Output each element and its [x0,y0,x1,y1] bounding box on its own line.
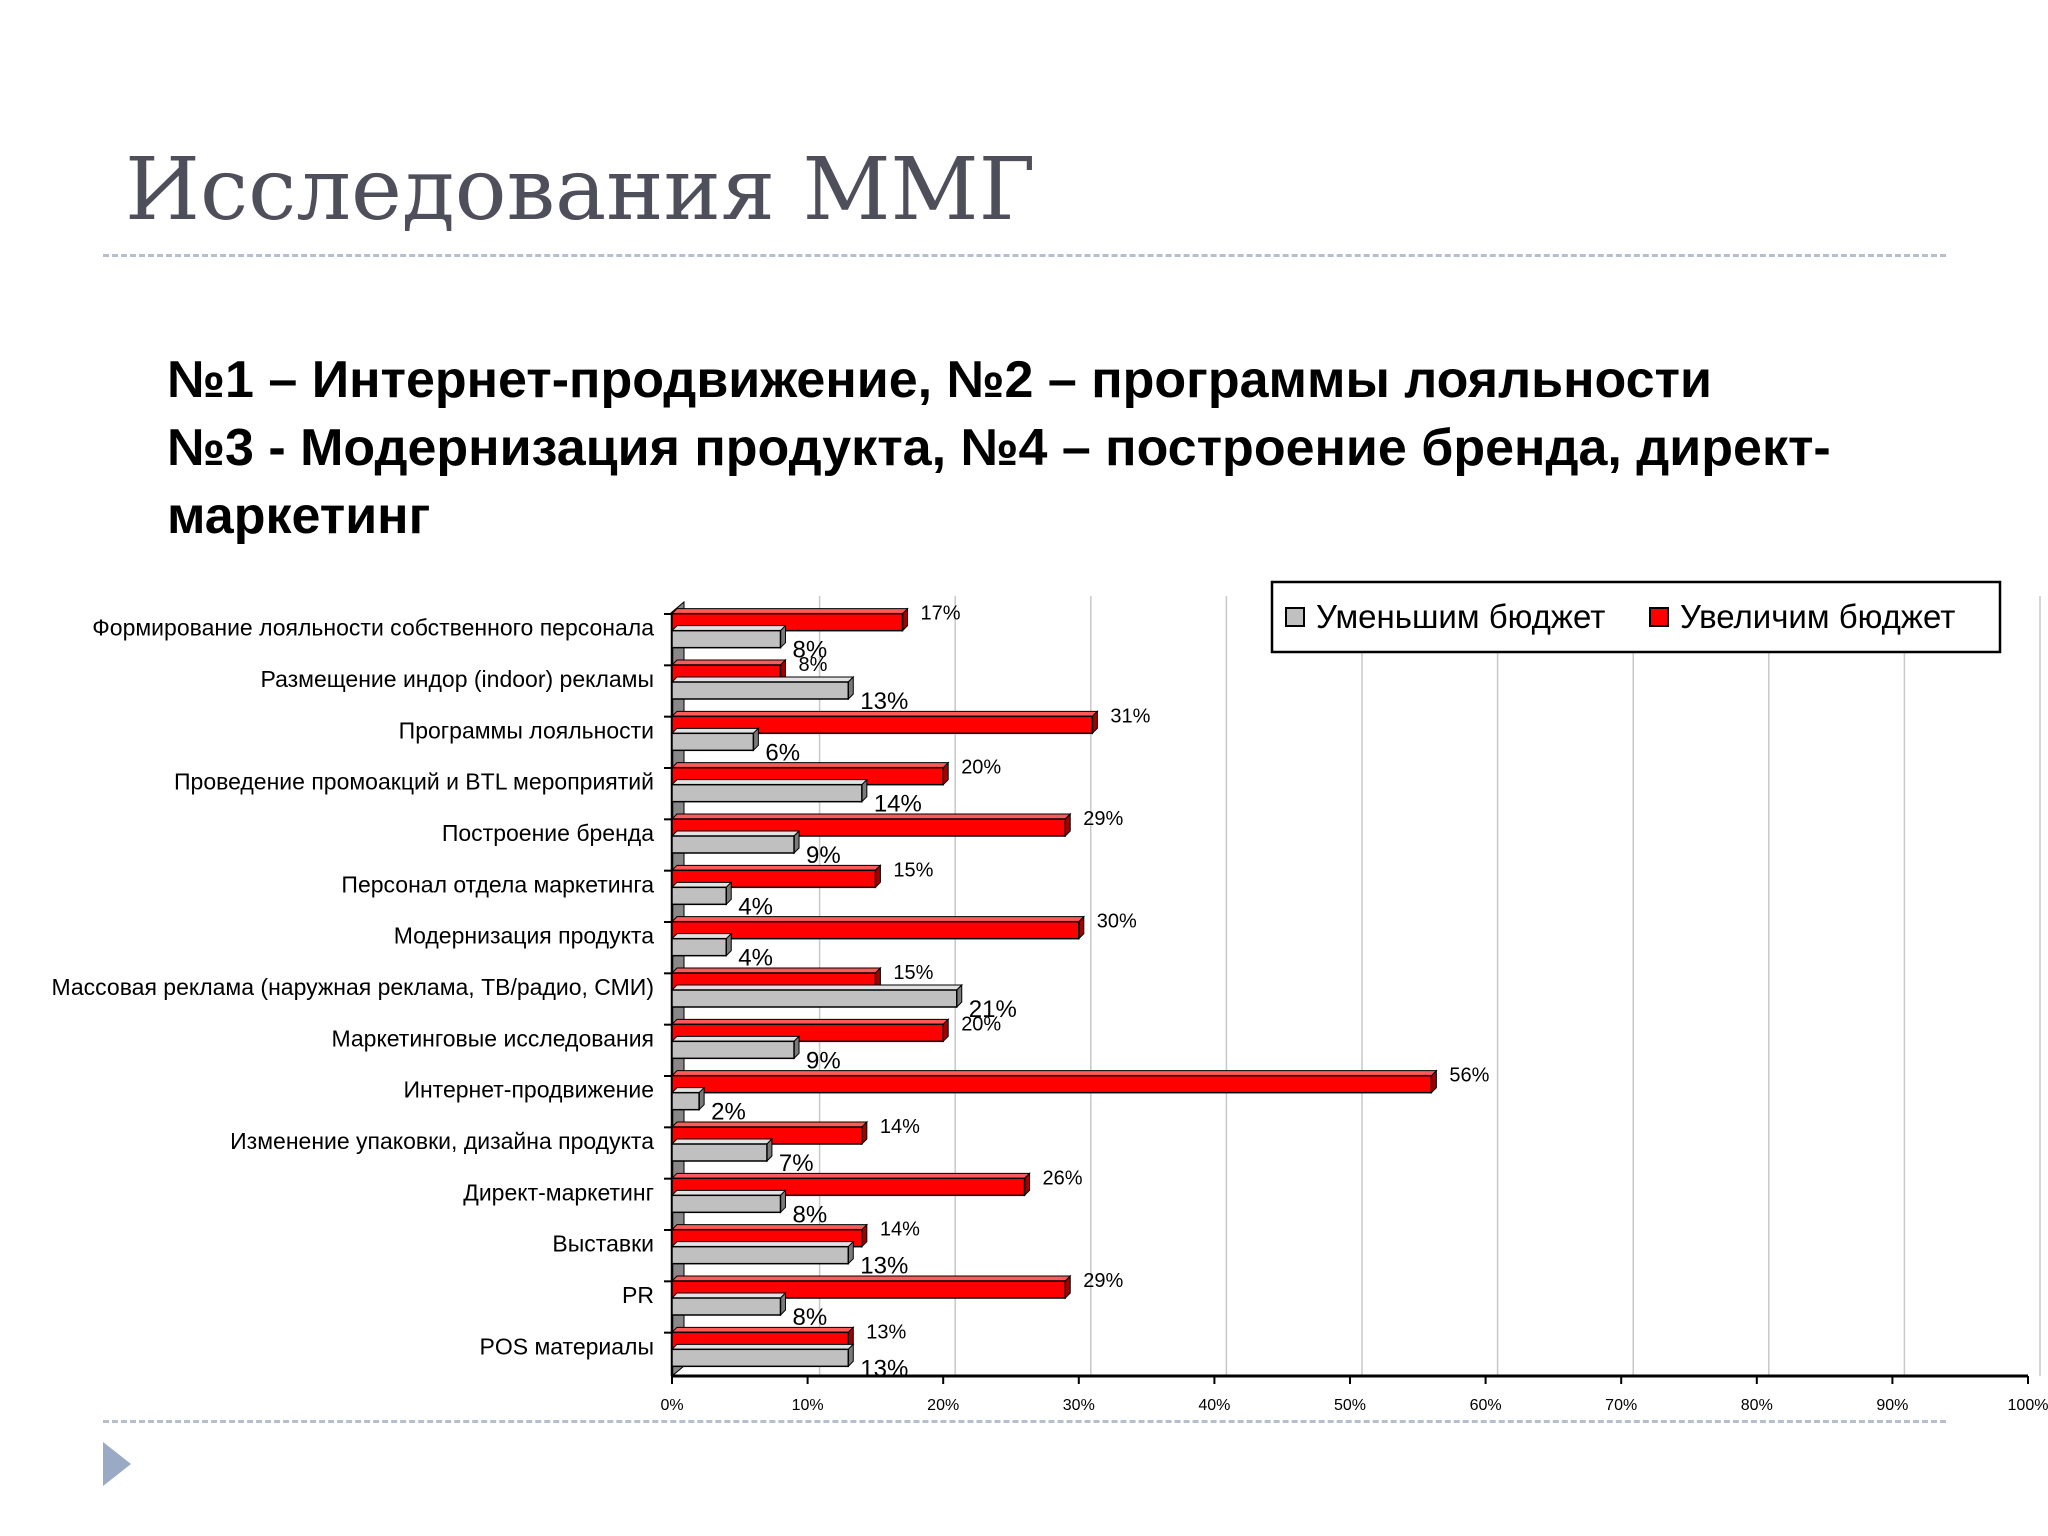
bar-decrease [670,624,787,649]
bar-decrease [670,1291,787,1317]
x-tick-label: 10% [792,1397,824,1414]
x-tick-label: 100% [2008,1397,2048,1414]
category-label: Формирование лояльности собственного пер… [92,615,654,641]
data-label-decrease: 4% [738,945,773,972]
title-divider [103,254,1946,257]
data-label-decrease: 8% [792,1201,827,1228]
slide-subtitle: №1 – Интернет-продвижение, №2 – программ… [167,346,2027,550]
bar-decrease [670,881,733,906]
category-label: Размещение индор (indoor) рекламы [261,666,655,692]
data-label-increase: 13% [866,1321,906,1343]
category-label: Проведение промоакций и BTL мероприятий [174,769,654,795]
bar-decrease [670,1137,774,1163]
bar-decrease [670,829,801,855]
category-label: Директ-маркетинг [463,1179,654,1205]
data-label-increase: 8% [798,654,827,676]
data-label-increase: 20% [961,1013,1001,1035]
x-tick-label: 20% [927,1397,959,1414]
category-label: Программы лояльности [399,717,654,743]
slide-title: Исследования ММГ [125,140,1036,240]
bar-decrease [670,1035,801,1060]
category-label: Массовая реклама (наружная реклама, ТВ/р… [51,974,654,1000]
bar-increase [670,1069,1438,1094]
x-tick-label: 70% [1605,1397,1637,1414]
bar-increase [670,915,1086,940]
data-label-decrease: 7% [779,1150,814,1177]
play-arrow-icon [103,1442,131,1486]
data-label-decrease: 13% [860,1355,908,1382]
category-label: Выставки [552,1231,654,1257]
category-label: Модернизация продукта [394,923,655,949]
data-label-decrease: 8% [792,637,827,664]
data-label-decrease: 2% [711,1099,746,1126]
legend-label-increase: Увеличим бюджет [1680,598,1955,635]
data-label-increase: 15% [893,859,933,881]
x-tick-label: 0% [660,1397,683,1414]
x-tick-label: 50% [1334,1397,1366,1414]
data-label-increase: 30% [1097,911,1137,933]
bar-decrease [670,727,760,752]
bar-decrease [670,1086,706,1111]
x-tick-label: 80% [1741,1397,1773,1414]
data-label-increase: 29% [1083,1270,1123,1292]
category-label: POS материалы [479,1333,654,1359]
data-label-increase: 20% [961,757,1001,779]
data-label-increase: 17% [921,603,961,625]
data-label-decrease: 6% [765,739,800,766]
subtitle-line-3: маркетинг [167,487,431,545]
data-label-decrease: 9% [806,1047,841,1074]
data-label-decrease: 8% [792,1304,827,1331]
x-tick-label: 90% [1876,1397,1908,1414]
legend-swatch-increase [1649,607,1669,627]
category-label: Построение бренда [442,820,654,846]
data-label-decrease: 14% [874,791,922,818]
data-label-increase: 14% [880,1219,920,1241]
data-label-decrease: 13% [860,1253,908,1280]
bar-increase [670,710,1099,735]
data-label-increase: 29% [1083,808,1123,830]
category-label: PR [622,1282,654,1308]
legend-swatch-decrease [1285,607,1305,627]
data-label-increase: 14% [880,1116,920,1138]
legend-label-decrease: Уменьшим бюджет [1316,598,1605,635]
category-label: Интернет-продвижение [403,1077,654,1103]
category-label: Персонал отдела маркетинга [341,871,654,897]
data-label-increase: 56% [1449,1065,1489,1087]
bar-decrease [670,1189,787,1214]
budget-bar-chart: 0% 10% 20% 30% 40% 50% 60% 70% 80% 90% 100% Формиро… [51,580,2048,1414]
bar-decrease [670,778,869,803]
data-label-increase: 26% [1043,1167,1083,1189]
data-label-decrease: 13% [860,688,908,715]
bar-decrease [670,983,963,1009]
category-label: Изменение упаковки, дизайна продукта [230,1128,654,1154]
legend-box [1270,580,2002,654]
x-tick-label: 30% [1063,1397,1095,1414]
bar-increase [670,1018,950,1043]
bar-decrease [670,675,855,701]
data-label-increase: 31% [1110,705,1150,727]
subtitle-line-1: №1 – Интернет-продвижение, №2 – программ… [167,351,1712,409]
data-label-decrease: 4% [738,893,773,920]
data-label-decrease: 9% [806,842,841,869]
footer-divider [103,1420,1946,1423]
subtitle-line-2: №3 - Модернизация продукта, №4 – построе… [167,419,1831,477]
bar-decrease [670,1240,855,1265]
bar-decrease [670,1343,855,1368]
x-tick-label: 40% [1198,1397,1230,1414]
x-tick-label: 60% [1470,1397,1502,1414]
category-label: Маркетинговые исследования [331,1025,654,1051]
bar-decrease [670,932,733,957]
data-label-decrease: 21% [969,996,1017,1023]
data-label-increase: 15% [893,962,933,984]
